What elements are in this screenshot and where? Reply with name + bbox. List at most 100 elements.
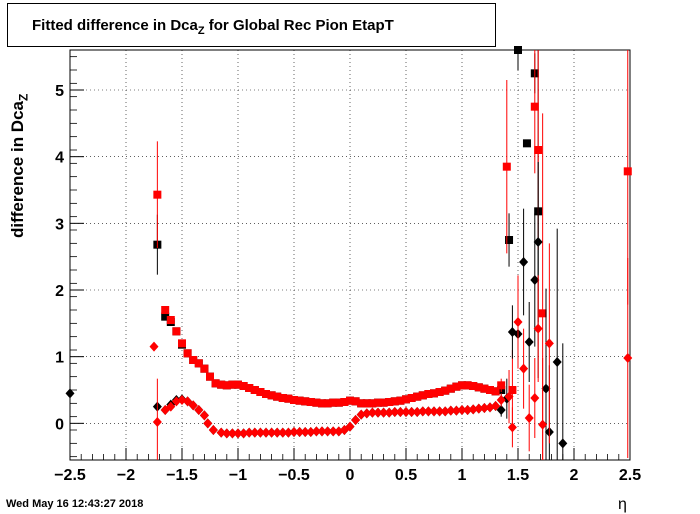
data-point-square <box>368 399 377 408</box>
data-point-square <box>497 381 506 390</box>
data-point-diamond <box>390 407 400 417</box>
data-point-diamond <box>412 407 422 417</box>
data-point-diamond <box>65 388 75 399</box>
chart-title-rest: for Global Rec Pion EtapT <box>204 17 394 34</box>
chart-title-subscript: Z <box>197 25 205 37</box>
x-tick-label: −2 <box>117 467 135 484</box>
data-point-diamond <box>255 427 265 438</box>
data-point-diamond <box>552 357 562 367</box>
timestamp: Wed May 16 12:43:27 2018 <box>6 498 144 510</box>
x-tick-label: 1 <box>458 467 467 484</box>
data-point-diamond <box>533 323 543 334</box>
data-point-square <box>396 396 405 405</box>
data-point-square <box>407 394 416 402</box>
data-point-square <box>474 383 483 392</box>
x-tick-label: 2 <box>570 467 579 484</box>
data-point-square <box>172 327 181 336</box>
data-point-diamond <box>183 396 193 407</box>
data-point-diamond <box>423 406 433 417</box>
data-point-square <box>256 388 265 396</box>
data-point-square <box>346 396 354 405</box>
data-point-diamond <box>429 406 439 417</box>
data-point-square <box>340 398 349 406</box>
data-point-diamond <box>289 427 299 437</box>
data-point-diamond <box>227 428 237 439</box>
data-point-square <box>312 398 321 407</box>
data-point-diamond <box>524 337 534 347</box>
data-point-square <box>357 399 366 408</box>
chart-title: Fitted difference in DcaZ for Global Rec… <box>32 17 394 37</box>
data-point-diamond <box>222 428 232 439</box>
x-tick-label: 0.5 <box>395 467 417 484</box>
y-tick-label: 1 <box>55 350 64 367</box>
data-point-diamond <box>328 426 338 437</box>
data-point-square <box>273 392 282 401</box>
data-point-diamond <box>306 427 316 437</box>
data-point-square <box>323 399 332 408</box>
data-point-diamond <box>418 406 428 417</box>
x-tick-label: −2.5 <box>54 467 86 484</box>
data-point-square <box>161 312 170 321</box>
data-point-square <box>538 309 547 318</box>
data-point-diamond <box>474 403 484 414</box>
data-point-diamond <box>367 407 377 418</box>
data-point-diamond <box>283 427 293 438</box>
data-point-diamond <box>440 406 450 417</box>
data-point-diamond <box>152 417 162 427</box>
y-tick-label: 0 <box>55 416 64 433</box>
data-point-square <box>469 382 478 390</box>
data-point-square <box>301 397 310 406</box>
data-point-square <box>183 349 192 358</box>
data-point-diamond <box>188 400 198 411</box>
chart-title-main: Fitted difference in Dca <box>32 17 198 34</box>
data-point-square <box>458 381 466 390</box>
data-point-diamond <box>533 237 543 247</box>
data-point-square <box>505 236 514 244</box>
data-point-diamond <box>317 426 327 437</box>
data-point-square <box>267 391 276 400</box>
data-point-square <box>463 381 472 390</box>
data-point-diamond <box>544 338 554 349</box>
data-point-square <box>178 339 186 348</box>
data-point-diamond <box>446 405 456 416</box>
data-point-diamond <box>323 426 333 437</box>
data-point-diamond <box>507 422 517 433</box>
data-point-square <box>166 316 175 324</box>
data-point-diamond <box>166 401 176 412</box>
data-point-diamond <box>513 317 523 327</box>
x-tick-label: 0 <box>346 467 355 484</box>
data-point-diamond <box>384 407 394 418</box>
data-point-square <box>351 397 360 406</box>
data-point-diamond <box>504 391 514 402</box>
data-point-diamond <box>451 405 461 416</box>
data-point-diamond <box>468 404 478 415</box>
data-point-diamond <box>395 407 405 417</box>
data-point-square <box>278 394 287 402</box>
data-point-diamond <box>407 407 417 417</box>
data-point-diamond <box>194 405 204 415</box>
data-point-square <box>379 398 388 407</box>
data-point-diamond <box>491 401 501 411</box>
data-point-square <box>262 390 270 398</box>
chart-title-box: Fitted difference in DcaZ for Global Rec… <box>7 3 496 47</box>
x-axis-label: η <box>618 496 627 513</box>
data-point-diamond <box>401 407 411 417</box>
data-point-square <box>486 386 494 394</box>
data-point-diamond <box>519 363 529 374</box>
data-point-diamond <box>530 275 540 285</box>
data-point-square <box>446 384 455 393</box>
data-point-square <box>534 146 543 154</box>
y-tick-label: 5 <box>55 83 64 100</box>
data-point-diamond <box>373 407 383 418</box>
data-point-square <box>228 380 237 389</box>
data-point-square <box>250 386 259 394</box>
data-point-diamond <box>530 393 540 403</box>
data-point-square <box>502 162 511 171</box>
data-point-square <box>295 396 304 405</box>
x-tick-label: −1 <box>229 467 247 484</box>
data-point-diamond <box>457 405 467 415</box>
data-point-square <box>362 399 371 408</box>
data-point-square <box>413 392 422 401</box>
data-point-diamond <box>311 426 321 437</box>
data-point-square <box>491 387 500 396</box>
